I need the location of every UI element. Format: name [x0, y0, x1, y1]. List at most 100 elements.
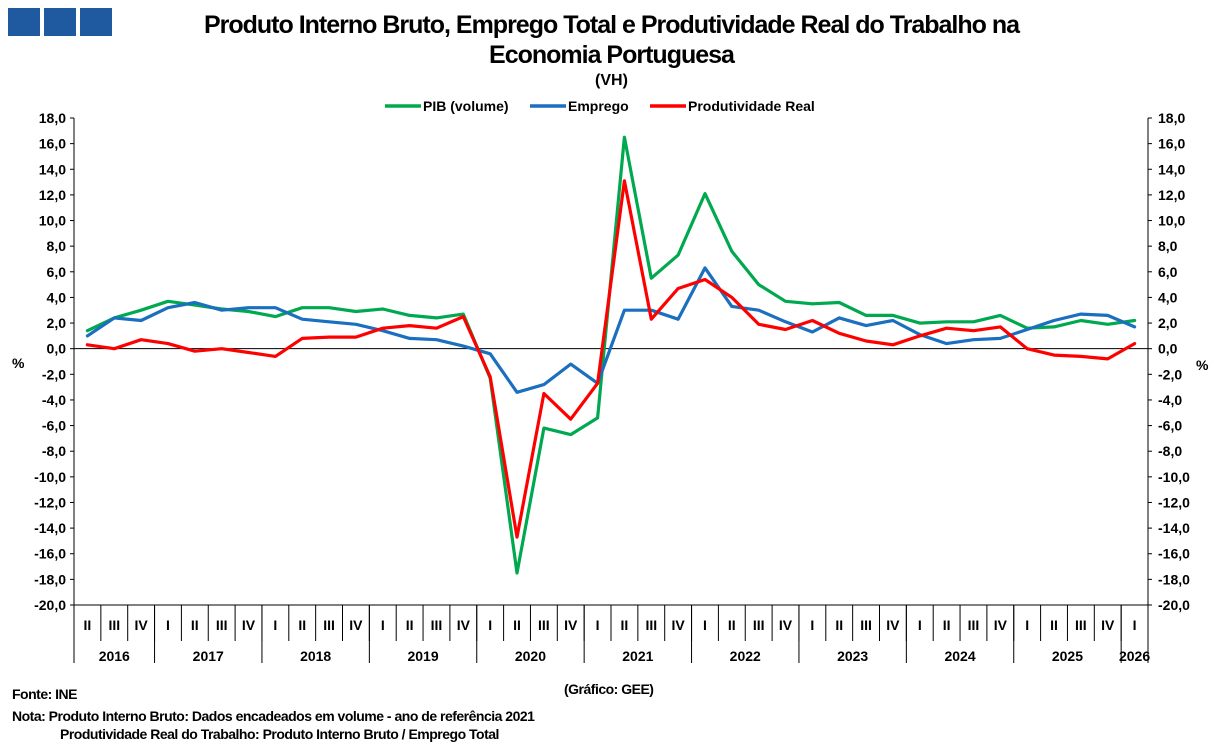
- left-y-tick-label: 0,0: [47, 341, 67, 357]
- quarter-label: I: [273, 617, 277, 633]
- left-y-tick-label: 14,0: [39, 161, 66, 177]
- left-y-tick-label: -6,0: [42, 418, 66, 434]
- right-y-tick-label: 16,0: [1158, 136, 1185, 152]
- note-line-2: Produtividade Real do Trabalho: Produto …: [60, 726, 499, 742]
- note-line-1: Nota: Produto Interno Bruto: Dados encad…: [12, 708, 535, 724]
- quarter-label: III: [323, 617, 335, 633]
- right-y-tick-label: -16,0: [1158, 546, 1190, 562]
- right-y-tick-label: 0,0: [1158, 341, 1178, 357]
- quarter-label: IV: [242, 617, 256, 633]
- chart-subtitle: (VH): [595, 72, 628, 89]
- gee-logo: [8, 8, 112, 36]
- quarter-label: III: [538, 617, 550, 633]
- quarter-label: III: [860, 617, 872, 633]
- quarter-label: III: [645, 617, 657, 633]
- quarter-label: I: [918, 617, 922, 633]
- right-y-tick-label: -4,0: [1158, 392, 1182, 408]
- left-y-tick-label: -8,0: [42, 443, 66, 459]
- quarter-label: III: [968, 617, 980, 633]
- quarter-label: III: [753, 617, 765, 633]
- quarter-label: II: [835, 617, 843, 633]
- quarter-label: II: [1050, 617, 1058, 633]
- right-y-tick-label: 6,0: [1158, 264, 1178, 280]
- year-label: 2018: [300, 648, 331, 664]
- right-y-tick-label: 18,0: [1158, 110, 1185, 126]
- series-line-1: [85, 266, 1137, 394]
- chart-title-line-2: Economia Portuguesa: [489, 41, 735, 69]
- quarter-label: IV: [994, 617, 1008, 633]
- quarter-label: IV: [135, 617, 149, 633]
- logo-block-2: [44, 8, 76, 36]
- year-label: 2023: [837, 648, 868, 664]
- quarter-label: I: [1133, 617, 1137, 633]
- quarter-label: I: [596, 617, 600, 633]
- quarter-label: I: [166, 617, 170, 633]
- left-y-tick-label: -12,0: [34, 494, 66, 510]
- left-y-tick-label: 12,0: [39, 187, 66, 203]
- right-y-tick-label: 10,0: [1158, 213, 1185, 229]
- quarter-label: I: [488, 617, 492, 633]
- year-label: 2017: [193, 648, 224, 664]
- left-y-tick-label: 8,0: [47, 238, 67, 254]
- year-label: 2020: [515, 648, 546, 664]
- right-y-tick-label: -6,0: [1158, 418, 1182, 434]
- quarter-label: III: [216, 617, 228, 633]
- quarter-label: II: [191, 617, 199, 633]
- quarter-label: II: [513, 617, 521, 633]
- left-y-tick-label: -4,0: [42, 392, 66, 408]
- right-y-tick-label: 8,0: [1158, 238, 1178, 254]
- quarter-label: II: [621, 617, 629, 633]
- quarter-label: IV: [457, 617, 471, 633]
- quarter-label: II: [943, 617, 951, 633]
- quarter-label: IV: [886, 617, 900, 633]
- right-y-tick-label: -14,0: [1158, 520, 1190, 536]
- logo-block-3: [80, 8, 112, 36]
- left-y-tick-label: 18,0: [39, 110, 66, 126]
- quarter-label: I: [703, 617, 707, 633]
- right-y-tick-label: -20,0: [1158, 597, 1190, 613]
- left-y-tick-label: -16,0: [34, 546, 66, 562]
- quarter-label: IV: [349, 617, 363, 633]
- left-y-tick-label: 16,0: [39, 136, 66, 152]
- legend-label-2: Produtividade Real: [688, 98, 815, 114]
- year-label: 2016: [99, 648, 130, 664]
- year-label: 2021: [622, 648, 653, 664]
- right-y-tick-label: -18,0: [1158, 571, 1190, 587]
- left-y-tick-label: 2,0: [47, 315, 67, 331]
- series-line-0: [85, 135, 1137, 575]
- left-y-tick-label: -10,0: [34, 469, 66, 485]
- quarter-label: II: [84, 617, 92, 633]
- left-y-tick-label: -18,0: [34, 571, 66, 587]
- legend-label-0: PIB (volume): [423, 98, 509, 114]
- source-text: Fonte: INE: [12, 686, 78, 702]
- quarter-label: IV: [672, 617, 686, 633]
- left-y-tick-label: -2,0: [42, 366, 66, 382]
- line-chart: 18,0 18,0 16,0 16,0 14,0 14,0 12,0 12,0 10,0 10,0…: [12, 98, 1209, 664]
- quarter-label: II: [298, 617, 306, 633]
- quarter-label: I: [810, 617, 814, 633]
- year-label: 2025: [1052, 648, 1083, 664]
- chart-title-line-1: Produto Interno Bruto, Emprego Total e P…: [203, 11, 1020, 39]
- quarter-label: II: [728, 617, 736, 633]
- quarter-label: III: [431, 617, 443, 633]
- quarter-label: I: [1025, 617, 1029, 633]
- logo-block-1: [8, 8, 40, 36]
- right-y-tick-label: 4,0: [1158, 289, 1178, 305]
- left-y-tick-label: 4,0: [47, 289, 67, 305]
- quarter-label: II: [406, 617, 414, 633]
- quarter-label: III: [1075, 617, 1087, 633]
- right-y-tick-label: 14,0: [1158, 161, 1185, 177]
- quarter-label: IV: [1101, 617, 1115, 633]
- year-label: 2022: [730, 648, 761, 664]
- legend-label-1: Emprego: [568, 98, 629, 114]
- credit-text: (Gráfico: GEE): [564, 681, 654, 697]
- year-label: 2026: [1119, 648, 1150, 664]
- right-y-tick-label: -12,0: [1158, 494, 1190, 510]
- year-label: 2019: [407, 648, 438, 664]
- left-y-tick-label: 6,0: [47, 264, 67, 280]
- quarter-label: III: [108, 617, 120, 633]
- right-y-tick-label: 2,0: [1158, 315, 1178, 331]
- right-y-tick-label: 12,0: [1158, 187, 1185, 203]
- quarter-label: IV: [564, 617, 578, 633]
- left-y-tick-label: -14,0: [34, 520, 66, 536]
